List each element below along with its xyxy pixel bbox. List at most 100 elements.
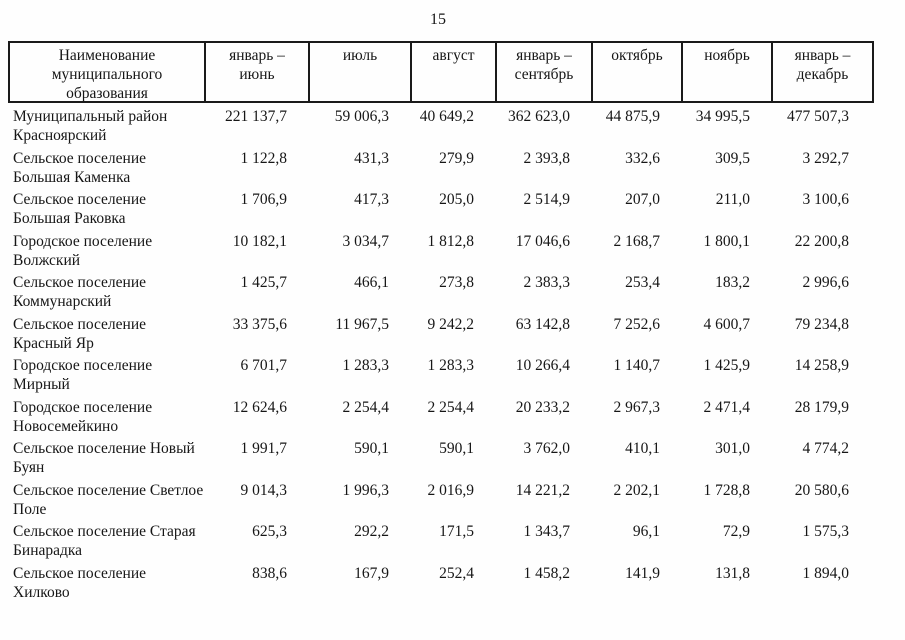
value-cell: 17 046,6 [515, 232, 570, 250]
value-cell: 221 137,7 [225, 108, 287, 125]
table-row: Городское поселение Новосемейкино 12 624… [10, 395, 872, 437]
value-cell: 4 600,7 [703, 315, 751, 333]
value-cell: 2 202,1 [613, 481, 661, 499]
table-row: Сельское поселение Большая Раковка 1 706… [10, 187, 872, 229]
value-cell: 362 623,0 [508, 108, 570, 125]
value-cell: 1 140,7 [613, 357, 661, 374]
municipality-name-cell: Городское поселение Новосемейкино [13, 398, 153, 435]
municipality-name-cell: Городское поселение Мирный [13, 357, 153, 394]
value-cell: 309,5 [715, 149, 750, 167]
value-cell: 625,3 [252, 523, 287, 540]
value-cell: 252,4 [439, 564, 474, 582]
column-header-jan-sep: январь – сентябрь [497, 43, 593, 103]
value-cell: 6 701,7 [240, 357, 288, 374]
value-cell: 63 142,8 [515, 315, 570, 333]
value-cell: 301,0 [715, 440, 750, 457]
value-cell: 1 728,8 [703, 481, 751, 499]
column-header-name: Наименование муниципального образования [10, 43, 206, 103]
municipality-name-cell: Сельское поселение Хилково [13, 564, 146, 601]
municipality-name-cell: Городское поселение Волжский [13, 232, 153, 269]
table-row: Сельское поселение Новый Буян 1 991,7 59… [10, 436, 872, 478]
value-cell: 205,0 [439, 191, 474, 208]
value-cell: 431,3 [354, 149, 389, 167]
value-cell: 4 774,2 [802, 440, 850, 457]
value-cell: 79 234,8 [794, 315, 849, 333]
value-cell: 171,5 [439, 523, 474, 540]
column-header-aug: август [412, 43, 497, 103]
value-cell: 410,1 [625, 440, 660, 457]
value-cell: 96,1 [632, 523, 660, 540]
value-cell: 1 706,9 [240, 191, 288, 208]
value-cell: 1 812,8 [427, 232, 475, 250]
column-header-nov: ноябрь [683, 43, 773, 103]
value-cell: 3 292,7 [802, 149, 850, 167]
table-row: Сельское поселение Красный Яр 33 375,6 1… [10, 312, 872, 354]
table-row: Сельское поселение Хилково 838,6 167,9 2… [10, 561, 872, 603]
value-cell: 1 283,3 [427, 357, 475, 374]
value-cell: 2 016,9 [427, 481, 475, 499]
column-header-jan-dec: январь – декабрь [794, 47, 851, 83]
value-cell: 1 122,8 [240, 149, 288, 167]
municipality-name-cell: Муниципальный район Красноярский [13, 108, 168, 145]
municipality-name-cell: Сельское поселение Новый Буян [13, 440, 195, 477]
value-cell: 28 179,9 [794, 398, 849, 416]
value-cell: 9 242,2 [427, 315, 475, 333]
value-cell: 2 383,3 [523, 274, 571, 291]
page-number: 15 [430, 11, 446, 28]
value-cell: 59 006,3 [334, 108, 389, 125]
value-cell: 292,2 [354, 523, 389, 540]
value-cell: 838,6 [252, 564, 287, 582]
value-cell: 72,9 [722, 523, 750, 540]
value-cell: 1 996,3 [342, 481, 390, 499]
value-cell: 14 221,2 [515, 481, 570, 499]
column-header-jan-jun: январь – июнь [206, 43, 310, 103]
value-cell: 33 375,6 [232, 315, 287, 333]
value-cell: 1 425,9 [703, 357, 751, 374]
value-cell: 44 875,9 [605, 108, 660, 125]
value-cell: 253,4 [625, 274, 660, 291]
value-cell: 590,1 [439, 440, 474, 457]
value-cell: 2 393,8 [523, 149, 571, 167]
value-cell: 131,8 [715, 564, 750, 582]
table-row: Муниципальный район Красноярский 221 137… [10, 104, 872, 146]
value-cell: 2 471,4 [703, 398, 751, 416]
value-cell: 34 995,5 [695, 108, 750, 125]
value-cell: 207,0 [625, 191, 660, 208]
value-cell: 11 967,5 [335, 315, 389, 333]
value-cell: 20 580,6 [794, 481, 849, 499]
value-cell: 1 343,7 [523, 523, 571, 540]
value-cell: 1 425,7 [240, 274, 288, 291]
value-cell: 2 254,4 [342, 398, 390, 416]
value-cell: 2 967,3 [613, 398, 661, 416]
value-cell: 1 575,3 [802, 523, 850, 540]
value-cell: 417,3 [354, 191, 389, 208]
value-cell: 14 258,9 [794, 357, 849, 374]
table-row: Сельское поселение Коммунарский 1 425,7 … [10, 270, 872, 312]
value-cell: 273,8 [439, 274, 474, 291]
value-cell: 10 266,4 [515, 357, 570, 374]
value-cell: 2 254,4 [427, 398, 475, 416]
value-cell: 211,0 [715, 191, 750, 208]
municipality-name-cell: Сельское поселение Большая Раковка [13, 191, 146, 228]
value-cell: 20 233,2 [515, 398, 570, 416]
municipality-name-cell: Сельское поселение Старая Бинарадка [13, 523, 196, 560]
table-row: Сельское поселение Светлое Поле 9 014,3 … [10, 478, 872, 520]
value-cell: 40 649,2 [419, 108, 474, 125]
table-row: Городское поселение Волжский 10 182,1 3 … [10, 229, 872, 271]
value-cell: 477 507,3 [787, 108, 849, 125]
data-table: Наименование муниципального образования … [8, 41, 874, 602]
value-cell: 3 762,0 [523, 440, 571, 457]
value-cell: 1 458,2 [523, 564, 571, 582]
value-cell: 1 800,1 [703, 232, 751, 250]
value-cell: 1 283,3 [342, 357, 390, 374]
value-cell: 167,9 [354, 564, 389, 582]
value-cell: 590,1 [354, 440, 389, 457]
value-cell: 7 252,6 [613, 315, 661, 333]
municipality-name-cell: Сельское поселение Светлое Поле [13, 481, 204, 518]
value-cell: 141,9 [625, 564, 660, 582]
value-cell: 9 014,3 [240, 481, 288, 499]
value-cell: 10 182,1 [232, 232, 287, 250]
table-header-row: Наименование муниципального образования … [8, 41, 874, 103]
value-cell: 332,6 [625, 149, 660, 167]
